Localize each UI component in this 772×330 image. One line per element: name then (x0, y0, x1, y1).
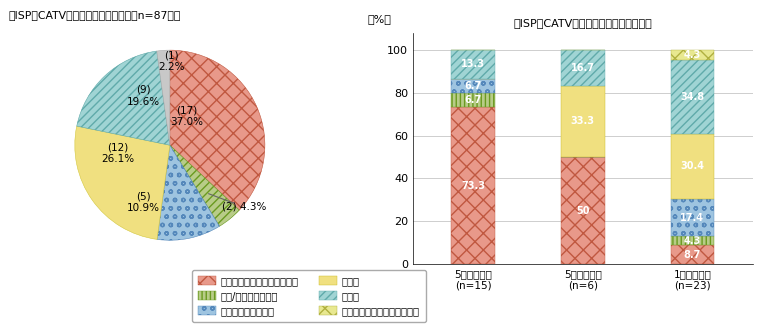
Bar (671, 59, 714, 134)
Text: (5)
10.9%: (5) 10.9% (127, 191, 160, 213)
Wedge shape (170, 50, 265, 210)
Legend: 既に提供中（商用サービス）, 実験/試行サービス中, 提供予定（対応中）, 検討中, 未検討, 検討の上、提供しないと決定: 既に提供中（商用サービス）, 実験/試行サービス中, 提供予定（対応中）, 検討… (191, 270, 426, 322)
Wedge shape (76, 51, 170, 145)
Bar (561, 157, 604, 264)
Text: 6.7: 6.7 (465, 81, 482, 91)
Bar (452, 107, 495, 264)
Text: (1)
2.2%: (1) 2.2% (158, 51, 185, 72)
Text: 4.3: 4.3 (684, 50, 701, 60)
Text: 8.7: 8.7 (684, 250, 701, 260)
Text: 6.7: 6.7 (465, 95, 482, 105)
Text: 17.4: 17.4 (680, 213, 704, 223)
Bar (671, 199, 714, 236)
Text: 4.3: 4.3 (684, 236, 701, 246)
Bar (561, 86, 604, 157)
Bar (671, 246, 714, 264)
Y-axis label: （%）: （%） (367, 14, 391, 24)
Bar (561, 50, 604, 86)
Text: 16.7: 16.7 (571, 63, 595, 73)
Bar (452, 93, 495, 107)
Text: 73.3: 73.3 (462, 181, 486, 191)
Bar (452, 79, 495, 93)
Bar (671, 134, 714, 199)
Text: (9)
19.6%: (9) 19.6% (127, 85, 160, 107)
Wedge shape (157, 145, 219, 240)
Text: 34.8: 34.8 (680, 92, 705, 102)
Text: 33.3: 33.3 (571, 116, 595, 126)
Text: 50: 50 (576, 206, 590, 215)
Title: 『ISP（CATV事業者を除く）・規模別』: 『ISP（CATV事業者を除く）・規模別』 (513, 18, 652, 28)
Text: 30.4: 30.4 (680, 161, 704, 172)
Bar (671, 236, 714, 246)
Wedge shape (170, 145, 239, 226)
Bar (671, 50, 714, 59)
Text: (2) 4.3%: (2) 4.3% (222, 202, 266, 212)
Text: (12)
26.1%: (12) 26.1% (101, 142, 134, 164)
Wedge shape (157, 50, 170, 145)
Bar (452, 50, 495, 79)
Text: 13.3: 13.3 (462, 59, 486, 69)
Text: 『ISP（CATV事業者を除く）・全体（n=87）』: 『ISP（CATV事業者を除く）・全体（n=87）』 (8, 10, 181, 20)
Text: (17)
37.0%: (17) 37.0% (171, 106, 204, 127)
Wedge shape (75, 126, 170, 239)
